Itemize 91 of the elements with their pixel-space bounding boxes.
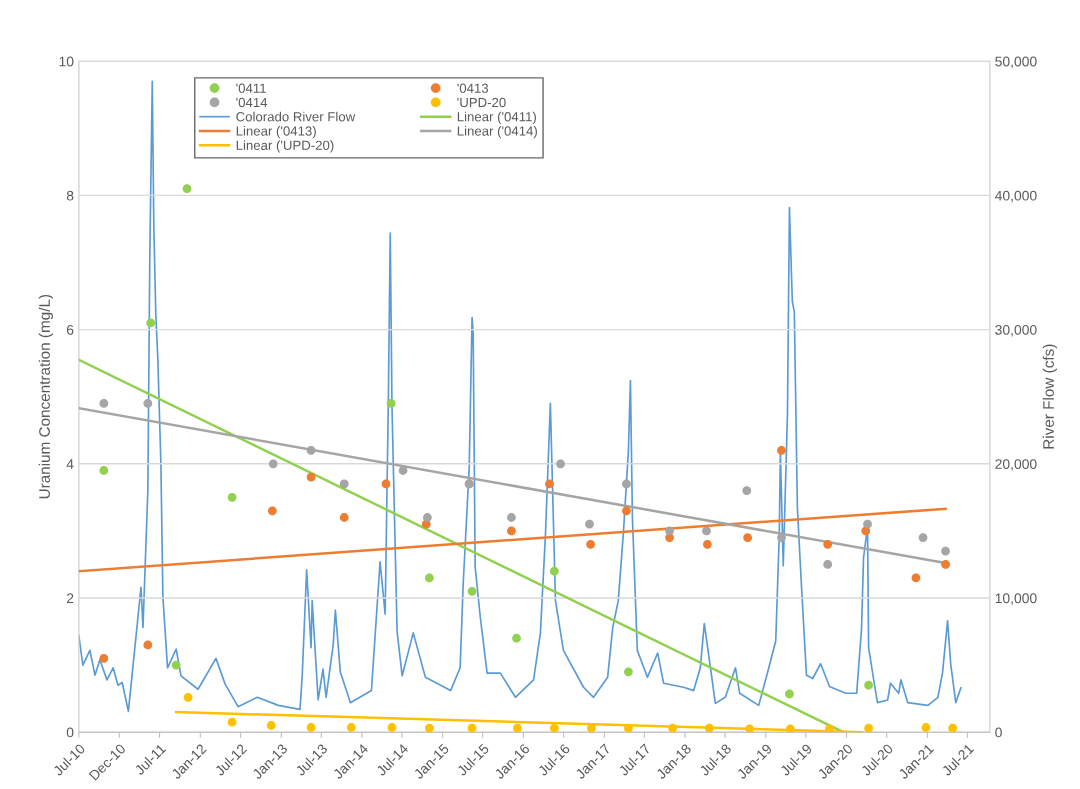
y2-tick-label: 40,000 [995,190,1037,203]
legend-label: Linear ('0414) [457,126,537,139]
point [398,466,408,475]
point [556,459,565,469]
point [549,566,559,576]
y2-tick-label: 0 [995,727,1002,738]
point [823,560,833,569]
legend-label: '0414 [236,97,268,108]
point [183,692,193,702]
point [703,539,712,549]
point [785,724,795,733]
point [704,723,714,733]
point [425,723,434,733]
point [99,653,109,663]
y-tick-label: 2 [66,593,74,604]
point [513,723,522,733]
y2-tick-label: 10,000 [995,593,1037,605]
y-axis-title: Uranium Concentration (mg/L) [38,294,53,499]
y2-tick-label: 30,000 [995,324,1037,337]
point [785,689,794,699]
point [622,506,631,516]
y2-tick-label: 50,000 [995,56,1037,69]
point [585,519,594,529]
y-tick-label: 0 [66,727,74,738]
point [624,667,633,677]
point [742,486,752,496]
point [777,533,786,542]
legend-label: 'UPD-20 [457,97,506,108]
point [99,466,109,475]
point [507,526,516,536]
point [306,445,316,455]
point [266,721,276,730]
point [863,519,872,529]
point [268,459,278,469]
y2-tick-label: 20,000 [995,459,1037,471]
point [864,723,874,733]
legend-label: '0411 [236,83,266,93]
point [467,586,477,596]
point [745,724,755,733]
point [381,479,391,489]
y-tick-label: 8 [66,190,74,201]
point [146,318,156,328]
point [227,717,237,727]
point [624,723,633,733]
point [346,723,356,732]
point [267,506,277,516]
point [941,546,950,556]
point [467,723,477,733]
point [182,184,192,194]
point [171,660,181,670]
point [622,479,631,489]
point [227,492,237,502]
point [143,640,153,650]
point [387,723,397,732]
point [668,723,678,733]
point [918,533,928,542]
line-series [78,80,962,713]
point [507,513,516,522]
point [825,724,834,733]
point [549,723,559,733]
point [512,633,521,643]
point [823,539,833,549]
point [99,399,109,408]
point [777,445,786,455]
point [306,472,316,482]
y2-axis-title: River Flow (cfs) [1042,344,1057,449]
legend-label: Linear ('0413) [236,126,316,139]
point [911,573,921,583]
point [339,479,349,489]
point [665,526,674,536]
y-tick-label: 10 [59,56,74,67]
point [702,526,711,536]
y-tick-label: 4 [66,459,74,469]
point [339,513,349,522]
legend-label: Colorado River Flow [236,111,356,122]
point [386,399,396,408]
point [423,513,432,522]
point [921,723,931,732]
legend-label: Linear ('UPD-20) [236,140,334,153]
point [864,680,874,690]
legend-label: Linear ('0411) [457,111,536,125]
y-tick-label: 6 [66,324,74,335]
point [586,539,596,549]
point [941,560,950,569]
point [306,723,316,732]
point [425,573,434,583]
legend-label: '0413 [457,83,489,93]
point [143,399,153,408]
point [545,479,554,489]
point [743,533,753,542]
point [948,723,958,733]
